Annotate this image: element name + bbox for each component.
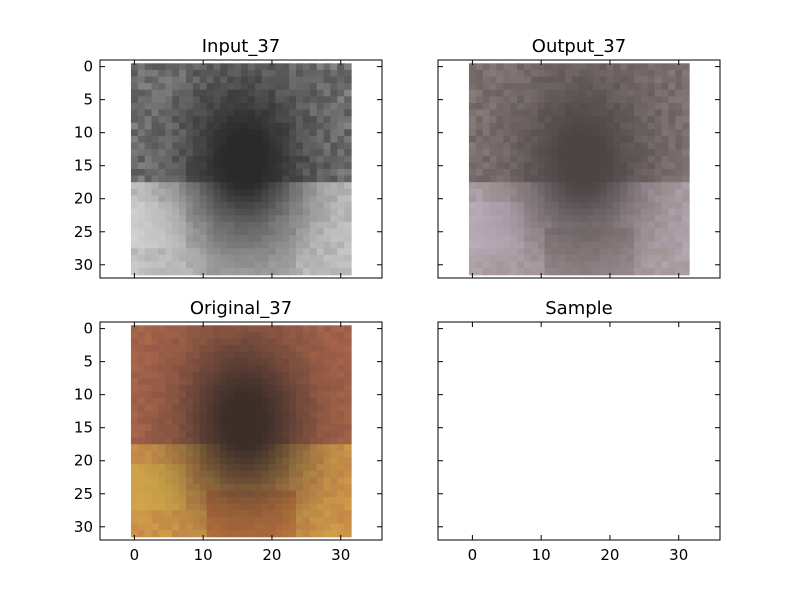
axes-frame: [437, 59, 721, 279]
subplot-title: Sample: [545, 298, 613, 319]
subplot-1: 0 5 10 15 20 25 30 Input_37: [74, 36, 383, 279]
y-tick-label: 30: [74, 256, 93, 274]
y-tick-label: 0: [83, 320, 93, 338]
y-tick-label: 10: [74, 386, 93, 404]
subplot-title: Input_37: [202, 36, 281, 57]
x-tick-label: 30: [331, 546, 350, 564]
axes-frame: [99, 321, 383, 541]
image-1: [130, 63, 352, 276]
x-tick-label: 20: [600, 546, 619, 564]
subplot-title: Output_37: [532, 36, 626, 57]
image-3: [130, 325, 352, 538]
x-tick-label: 10: [532, 546, 551, 564]
y-tick-label: 20: [74, 452, 93, 470]
x-tick-label: 0: [130, 546, 140, 564]
x-tick-label: 20: [262, 546, 281, 564]
image-2: [468, 63, 690, 276]
y-tick-label: 15: [74, 157, 93, 175]
subplot-2: Output_37: [437, 36, 721, 279]
y-tick-label: 0: [83, 58, 93, 76]
y-tick-label: 25: [74, 223, 93, 241]
y-tick-label: 5: [83, 353, 93, 371]
axes-frame: [437, 321, 721, 541]
axes-frame: [99, 59, 383, 279]
x-tick-label: 10: [194, 546, 213, 564]
y-tick-label: 30: [74, 518, 93, 536]
y-tick-label: 25: [74, 485, 93, 503]
y-tick-label: 20: [74, 190, 93, 208]
subplot-4: 0 10 20 30 Sample: [437, 298, 721, 564]
y-tick-label: 5: [83, 91, 93, 109]
x-tick-label: 0: [468, 546, 478, 564]
y-tick-label: 10: [74, 124, 93, 142]
x-tick-label: 30: [669, 546, 688, 564]
y-tick-label: 15: [74, 419, 93, 437]
subplot-3: 0 10 20 30 0 5 10 15 20 25 30 Original_37: [74, 298, 383, 564]
subplot-title: Original_37: [190, 298, 292, 319]
